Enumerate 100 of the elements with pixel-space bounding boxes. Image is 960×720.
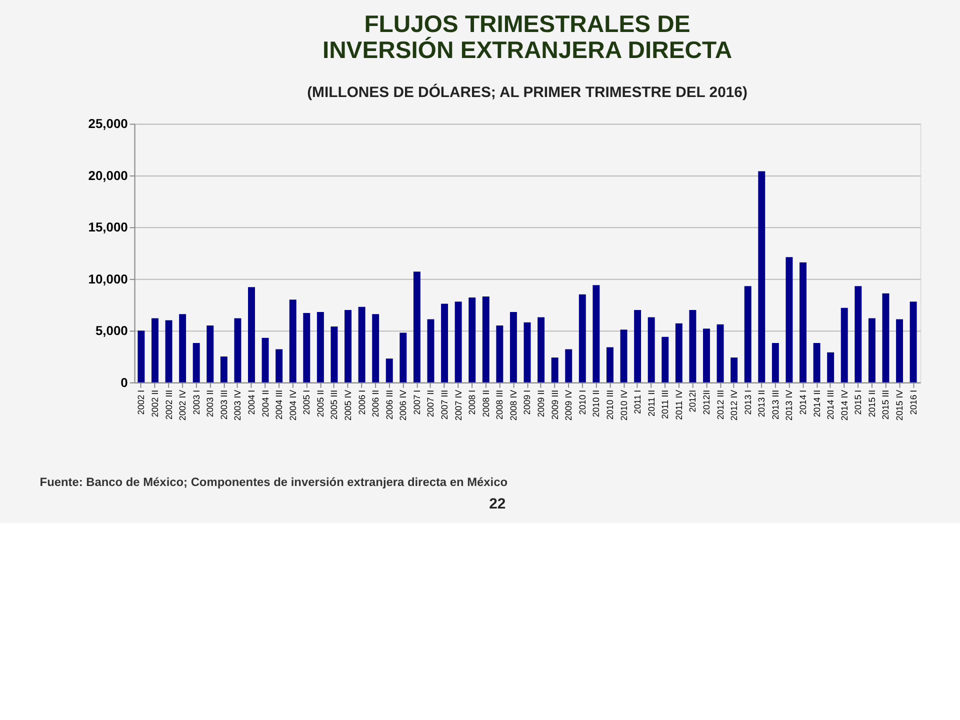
x-tick-label: 2006 I — [356, 390, 367, 415]
bar — [662, 336, 669, 382]
bar — [716, 324, 724, 382]
x-tick-label: 2013 IV — [784, 390, 794, 421]
bar — [441, 304, 448, 382]
x-tick-label: 2012 III — [715, 390, 726, 420]
bar — [896, 319, 904, 382]
x-tick-label: 2015 II — [866, 390, 877, 418]
bar — [468, 298, 476, 382]
x-tick-label: 2009 II — [536, 390, 546, 418]
x-tick-label: 2007 III — [440, 390, 450, 420]
chart-title: FLUJOS TRIMESTRALES DE INVERSIÓN EXTRANJERA DIRECTA — [322, 11, 732, 64]
bar — [358, 306, 366, 382]
bar — [427, 319, 434, 382]
x-tick-label: 2007 IV — [453, 390, 464, 421]
bar — [248, 287, 255, 382]
bar — [551, 358, 558, 382]
chart-subtitle: (MILLONES DE DÓLARES; AL PRIMER TRIMESTRE DEL 2016) — [307, 82, 748, 101]
x-tick-label: 2008 III — [494, 390, 505, 420]
x-tick-label: 2015 I — [853, 390, 864, 415]
x-tick-label: 2004 III — [274, 390, 284, 420]
x-tick-label: 2005 I — [302, 390, 312, 415]
x-tick-label: 2015 III — [880, 390, 891, 420]
bar — [372, 314, 380, 382]
x-tick-label: 2002 II — [150, 390, 160, 418]
bar — [192, 343, 200, 382]
x-tick-label: 2010 III — [604, 390, 615, 420]
bar — [910, 302, 917, 382]
bar — [689, 310, 696, 382]
x-tick-label: 2012 IV — [729, 390, 740, 421]
bar — [165, 320, 172, 382]
x-tick-label: 2014 III — [826, 390, 836, 420]
bar — [827, 352, 834, 382]
bar — [578, 294, 586, 382]
x-tick-label: 2005 II — [315, 390, 326, 418]
x-tick-label: 2012II — [701, 390, 712, 415]
bar — [592, 285, 600, 382]
bar — [496, 325, 504, 382]
y-tick-label: 0 — [120, 374, 128, 390]
x-tick-label: 2006 II — [370, 390, 381, 418]
x-tick-label: 2003 I — [191, 390, 202, 415]
x-tick-label: 2004 I — [246, 390, 256, 415]
x-tick-label: 2013 II — [756, 390, 767, 418]
x-tick-label: 2013 I — [742, 390, 753, 415]
bar — [330, 326, 338, 382]
y-tick-label: 10,000 — [88, 271, 128, 286]
bar — [538, 317, 545, 382]
x-tick-label: 2003 II — [205, 390, 216, 418]
bar — [344, 310, 352, 382]
bar — [620, 330, 628, 382]
x-tick-label: 2006 IV — [398, 390, 408, 421]
x-tick-label: 2004 II — [260, 390, 270, 418]
bar — [758, 171, 766, 382]
bar — [386, 358, 393, 382]
x-tick-label: 2013 III — [770, 390, 780, 420]
x-tick-label: 2014 I — [798, 390, 808, 415]
bar — [648, 317, 655, 382]
y-tick-label: 15,000 — [88, 220, 128, 235]
bar — [289, 300, 296, 382]
bar — [813, 343, 820, 382]
bar — [413, 272, 420, 382]
bar — [786, 257, 793, 382]
x-tick-label: 2007 II — [426, 390, 436, 418]
bar — [730, 358, 738, 382]
y-tick-label: 5,000 — [95, 323, 128, 338]
x-tick-label: 2002 I — [136, 390, 146, 415]
x-tick-label: 2016 I — [908, 390, 918, 415]
bar — [840, 308, 848, 382]
x-tick-label: 2002 III — [164, 390, 174, 420]
x-tick-label: 2010 IV — [618, 390, 629, 421]
x-tick-label: 2008 IV — [508, 390, 518, 421]
bar — [316, 312, 324, 382]
bar — [675, 323, 682, 382]
bar — [772, 343, 779, 382]
x-tick-label: 2011 II — [646, 390, 656, 417]
bar — [234, 318, 242, 382]
x-tick-label: 2005 IV — [342, 390, 353, 421]
bar — [606, 347, 614, 382]
bar — [703, 328, 710, 382]
x-tick-label: 2011 I — [632, 390, 643, 414]
bar — [152, 318, 158, 382]
x-tick-label: 2008 II — [480, 390, 491, 418]
x-tick-label: 2010 II — [591, 390, 602, 418]
bar — [565, 349, 572, 382]
x-tick-label: 2011 IV — [674, 390, 684, 420]
bar — [510, 312, 517, 382]
bar — [206, 325, 214, 382]
bar — [454, 302, 462, 382]
x-tick-label: 2008 I — [467, 390, 478, 415]
bar — [179, 314, 186, 382]
bar — [303, 313, 310, 382]
x-tick-label: 2012I — [688, 390, 698, 412]
x-tick-label: 2014 IV — [839, 390, 850, 421]
bar — [882, 293, 890, 382]
bar — [482, 296, 490, 382]
x-tick-label: 2011 III — [660, 390, 670, 419]
bar — [524, 322, 531, 382]
x-tick-label: 2004 IV — [288, 390, 298, 421]
x-tick-label: 2003 III — [218, 390, 229, 420]
x-tick-label: 2002 IV — [178, 390, 188, 421]
